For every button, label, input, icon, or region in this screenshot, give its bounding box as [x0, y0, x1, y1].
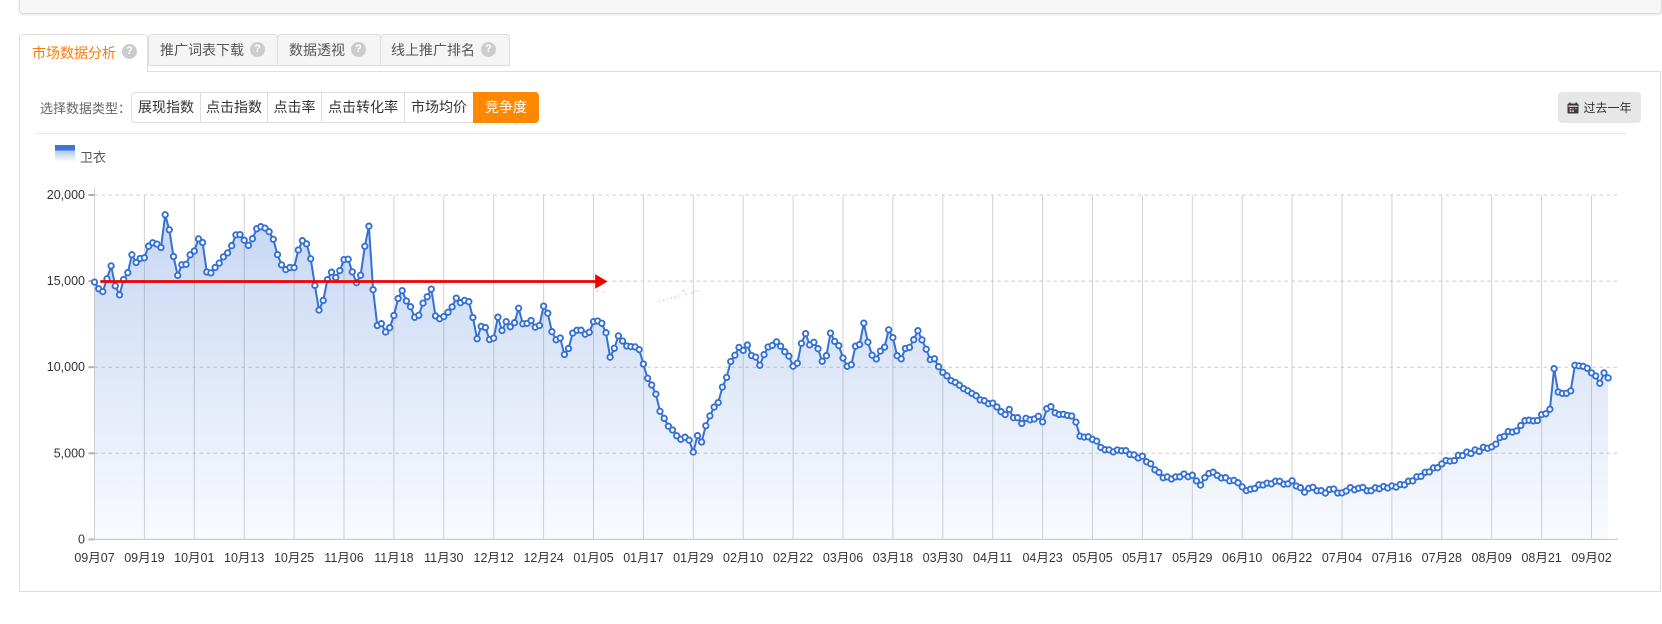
- svg-text:11月06: 11月06: [324, 551, 363, 565]
- svg-text:08月09: 08月09: [1472, 551, 1512, 565]
- svg-text:02月22: 02月22: [773, 551, 813, 565]
- svg-text:03月30: 03月30: [923, 551, 963, 565]
- svg-text:06月10: 06月10: [1222, 551, 1262, 565]
- svg-text:01月05: 01月05: [573, 551, 613, 565]
- svg-text:12月12: 12月12: [474, 551, 514, 565]
- svg-text:10月01: 10月01: [174, 551, 214, 565]
- svg-text:04月11: 04月11: [973, 551, 1012, 565]
- svg-text:03月18: 03月18: [873, 551, 913, 565]
- svg-text:09月07: 09月07: [74, 551, 114, 565]
- svg-text:5,000: 5,000: [54, 446, 85, 460]
- svg-text:02月10: 02月10: [723, 551, 763, 565]
- svg-text:10月13: 10月13: [224, 551, 264, 565]
- svg-text:08月21: 08月21: [1521, 551, 1561, 565]
- svg-text:06月22: 06月22: [1272, 551, 1312, 565]
- svg-text:09月19: 09月19: [124, 551, 164, 565]
- svg-text:04月23: 04月23: [1022, 551, 1062, 565]
- svg-text:09月02: 09月02: [1571, 551, 1611, 565]
- svg-text:11月18: 11月18: [374, 551, 413, 565]
- svg-text:03月06: 03月06: [823, 551, 863, 565]
- svg-text:05月17: 05月17: [1122, 551, 1162, 565]
- svg-text:0: 0: [78, 532, 85, 546]
- svg-text:15,000: 15,000: [47, 274, 85, 288]
- svg-text:05月05: 05月05: [1072, 551, 1112, 565]
- svg-text:07月04: 07月04: [1322, 551, 1362, 565]
- svg-text:05月29: 05月29: [1172, 551, 1212, 565]
- svg-text:11月30: 11月30: [424, 551, 463, 565]
- svg-text:12月24: 12月24: [523, 551, 563, 565]
- svg-text:10月25: 10月25: [274, 551, 314, 565]
- svg-text:01月17: 01月17: [623, 551, 663, 565]
- svg-text:01月29: 01月29: [673, 551, 713, 565]
- svg-text:10,000: 10,000: [47, 360, 85, 374]
- svg-text:07月16: 07月16: [1372, 551, 1412, 565]
- svg-text:20,000: 20,000: [47, 188, 85, 202]
- svg-text:07月28: 07月28: [1422, 551, 1462, 565]
